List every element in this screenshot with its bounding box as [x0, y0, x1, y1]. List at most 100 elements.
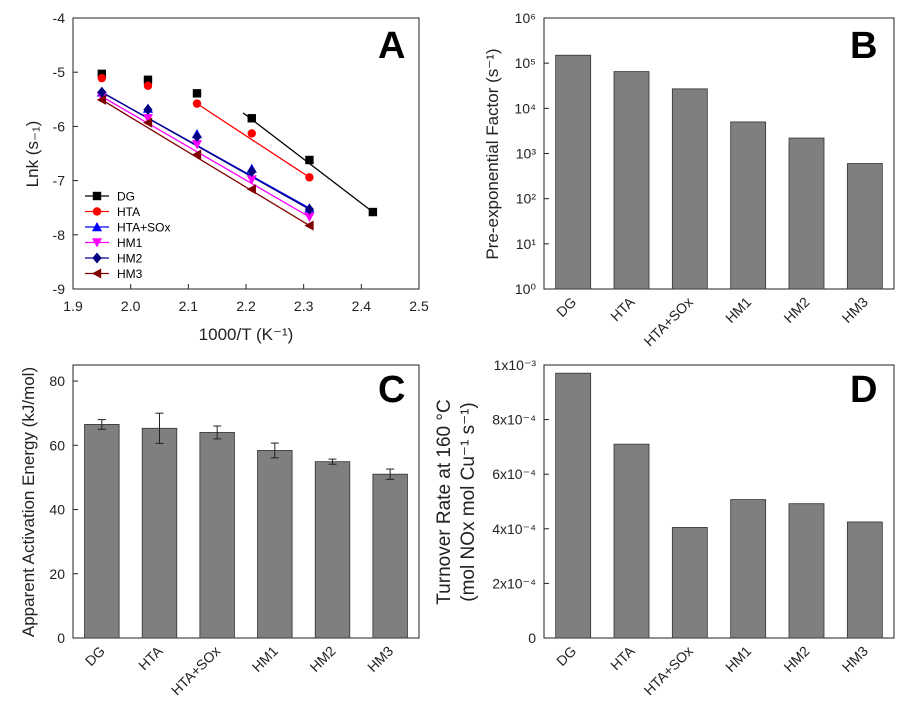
x-tick-label: 1.9	[63, 298, 83, 314]
category-label-hm1: HM1	[722, 294, 754, 326]
panel-d-frame	[543, 364, 895, 639]
panel-b-bars	[555, 54, 883, 290]
panel-a-xlabel: 1000/T (K⁻¹)	[199, 325, 294, 344]
legend-marker-hta	[92, 207, 102, 216]
legend-marker-hm3	[91, 268, 102, 279]
category-label-hm3: HM3	[839, 643, 871, 675]
legend-marker-dg	[92, 191, 102, 201]
fit-line-hm3	[101, 99, 310, 227]
panel-c-frame	[72, 364, 420, 639]
data-point-hm3	[246, 184, 256, 195]
bar-hm1	[257, 450, 293, 639]
category-label-hm3: HM3	[364, 643, 396, 675]
category-label-hta-sox: HTA+SOx	[641, 294, 696, 349]
legend-marker-hm2	[92, 252, 102, 264]
y-tick-label: -7	[53, 173, 66, 189]
y-tick-label: 60	[49, 437, 65, 453]
y-tick-label: -5	[53, 64, 66, 80]
data-point-hm2	[247, 165, 257, 177]
data-point-hm1	[304, 212, 315, 222]
bar-hta-sox	[199, 432, 235, 639]
x-tick-label: 2.3	[294, 298, 314, 314]
bar-dg	[555, 54, 592, 290]
panel-b-letter: B	[850, 25, 877, 67]
panel-d-category-labels: DG HTA HTA+SOx HM1 HM2 HM3	[553, 642, 871, 698]
legend-label-hta: HTA	[117, 205, 140, 219]
fit-line-hta	[196, 103, 310, 178]
y-tick-label: 10⁰	[515, 281, 537, 297]
x-tick-label: 2.1	[179, 298, 199, 314]
y-tick-label: 10¹	[516, 236, 537, 252]
bar-hta	[613, 71, 650, 290]
y-tick-label: 10²	[516, 191, 537, 207]
panel-c-error-bars	[97, 412, 395, 480]
y-tick-label: 40	[49, 502, 65, 518]
data-point-hm3	[96, 94, 107, 105]
x-tick-label: 2.5	[409, 298, 429, 314]
data-point-dg	[143, 75, 153, 84]
data-point-hta	[192, 99, 202, 108]
panel-d: 0 2x10⁻⁴ 4x10⁻⁴ 6x10⁻⁴ 8x10⁻⁴ 1x10⁻³ DG HTA HTA…	[434, 357, 895, 698]
x-tick-label: 2.2	[236, 298, 256, 314]
data-point-hm1	[246, 175, 257, 185]
bar-hm2	[314, 461, 351, 639]
x-tick-label: 2.0	[121, 298, 141, 314]
y-tick-label: -6	[53, 118, 66, 134]
bar-dg	[84, 424, 120, 639]
category-label-hm2: HM2	[780, 643, 812, 675]
bar-hm2	[788, 137, 825, 290]
legend-marker-hm1	[91, 238, 103, 248]
category-label-hm2: HM2	[780, 294, 812, 326]
data-point-hm1	[142, 114, 154, 124]
bar-hm3	[846, 163, 883, 290]
data-point-dg	[97, 69, 107, 79]
panel-a-fit-lines	[101, 91, 374, 227]
y-tick-label: 2x10⁻⁴	[492, 575, 536, 591]
panel-c-ylabel: Apparent Activation Energy (kJ/mol)	[19, 367, 38, 637]
panel-a-ticks: 1.9 2.0 2.1 2.2 2.3 2.4 2.5 -9 -8 -7 -6 -5 -4	[53, 10, 429, 314]
panel-a-points	[96, 69, 378, 231]
panel-d-bars	[555, 372, 883, 639]
y-tick-label: 10⁶	[515, 10, 536, 26]
bar-hm1	[730, 121, 767, 290]
data-point-dg	[368, 207, 378, 217]
bar-hm3	[846, 521, 883, 639]
y-tick-label: -9	[53, 281, 66, 297]
y-tick-label: -8	[53, 227, 66, 243]
y-tick-label: 0	[57, 630, 65, 646]
category-label-dg: DG	[82, 643, 108, 669]
x-tick-label: 2.4	[352, 298, 372, 314]
data-point-hm2	[192, 131, 202, 143]
y-tick-label: 4x10⁻⁴	[492, 521, 536, 537]
data-point-hta	[305, 173, 314, 182]
category-label-hta: HTA	[607, 293, 638, 324]
data-point-hm3	[142, 117, 153, 128]
category-label-hta-sox: HTA+SOx	[641, 643, 696, 698]
legend-label-hm1: HM1	[117, 236, 143, 250]
category-label-hta: HTA	[607, 642, 638, 673]
bar-hm1	[730, 499, 767, 639]
panel-b: 10⁰ 10¹ 10² 10³ 10⁴ 10⁵ 10⁶ DG HTA HTA+SOx HM1 HM2…	[483, 10, 895, 349]
panel-a-ylabel: Lnk (s₋₁)	[23, 121, 42, 188]
y-tick-label: 80	[49, 373, 65, 389]
bar-hm3	[372, 473, 408, 639]
data-point-hm2	[143, 104, 153, 116]
panel-c-ticks: 0 20 40 60 80	[49, 373, 391, 646]
data-point-dg	[247, 114, 256, 123]
data-point-hm1	[191, 140, 203, 150]
fit-line-hm1	[101, 96, 310, 218]
y-tick-label: 10⁴	[514, 100, 536, 116]
panel-b-ticks: 10⁰ 10¹ 10² 10³ 10⁴ 10⁵ 10⁶	[514, 10, 866, 297]
panel-c: 0 20 40 60 80 DG HTA HTA+SOx HM1 HM2 HM3 C Appare…	[19, 364, 420, 698]
data-point-hm3	[304, 220, 314, 231]
y-tick-label: 1x10⁻³	[494, 357, 537, 373]
bar-hta	[141, 427, 178, 639]
legend-label-hm2: HM2	[117, 252, 143, 266]
category-label-hm3: HM3	[839, 294, 871, 326]
category-label-dg: DG	[553, 294, 579, 320]
category-label-dg: DG	[553, 643, 579, 669]
panel-d-ylabel-line2: (mol NOx mol Cu⁻¹ s⁻¹)	[458, 402, 479, 602]
